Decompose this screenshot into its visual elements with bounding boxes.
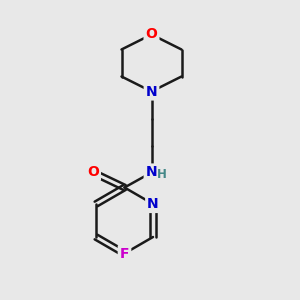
- Text: O: O: [146, 28, 158, 41]
- Text: N: N: [146, 85, 157, 98]
- Text: H: H: [157, 168, 167, 182]
- Text: O: O: [87, 166, 99, 179]
- Text: N: N: [147, 197, 159, 211]
- Text: F: F: [120, 247, 129, 260]
- Text: N: N: [146, 166, 157, 179]
